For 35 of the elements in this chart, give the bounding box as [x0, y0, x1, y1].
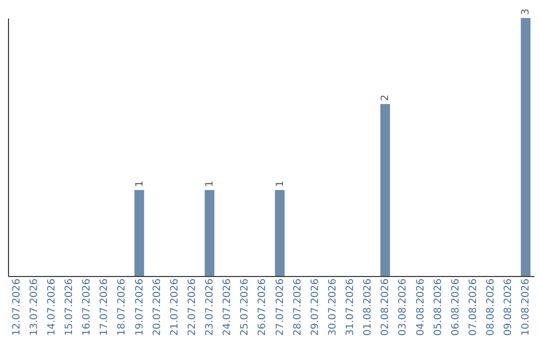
x-tick-label: 03.08.2026: [398, 278, 409, 336]
x-tick-label: 29.07.2026: [310, 278, 321, 336]
x-tick-label: 26.07.2026: [257, 278, 268, 336]
x-tick-label: 06.08.2026: [450, 278, 462, 336]
x-tick-label: 28.07.2026: [292, 278, 304, 336]
x-tick-label: 30.07.2026: [327, 278, 338, 336]
data-label: 1: [134, 180, 146, 187]
x-tick-label: 04.08.2026: [415, 278, 426, 336]
x-tick-label: 07.08.2026: [468, 278, 479, 336]
x-tick-label: 16.07.2026: [82, 278, 93, 336]
x-tick-label: 13.07.2026: [28, 278, 40, 336]
x-tick-label: 14.07.2026: [46, 278, 58, 336]
x-tick-label: 18.07.2026: [116, 278, 128, 336]
x-tick-label: 21.07.2026: [169, 278, 180, 336]
x-tick-label: 25.07.2026: [240, 278, 251, 336]
x-tick-label: 02.08.2026: [380, 278, 392, 336]
x-tick-label: 10.08.2026: [520, 278, 532, 336]
data-label: 1: [204, 180, 216, 187]
x-tick-label: 08.08.2026: [486, 278, 497, 336]
x-tick-label: 09.08.2026: [503, 278, 514, 336]
data-label: 2: [380, 94, 392, 101]
x-tick-label: 12.07.2026: [11, 278, 22, 336]
x-tick-label: 05.08.2026: [432, 278, 444, 336]
x-tick-label: 27.07.2026: [274, 278, 286, 336]
x-tick-label: 19.07.2026: [134, 278, 146, 336]
x-tick-label: 17.07.2026: [99, 278, 110, 336]
data-label: 1: [274, 180, 286, 187]
x-tick-label: 31.07.2026: [345, 278, 356, 336]
x-tick-label: 22.07.2026: [186, 278, 198, 336]
x-tick-label: 24.07.2026: [222, 278, 234, 336]
x-tick-label: 23.07.2026: [204, 278, 216, 336]
x-tick-label: 15.07.2026: [64, 278, 76, 336]
x-tick-label: 20.07.2026: [152, 278, 163, 336]
data-label: 3: [520, 8, 532, 15]
x-tick-label: 01.08.2026: [362, 278, 374, 336]
